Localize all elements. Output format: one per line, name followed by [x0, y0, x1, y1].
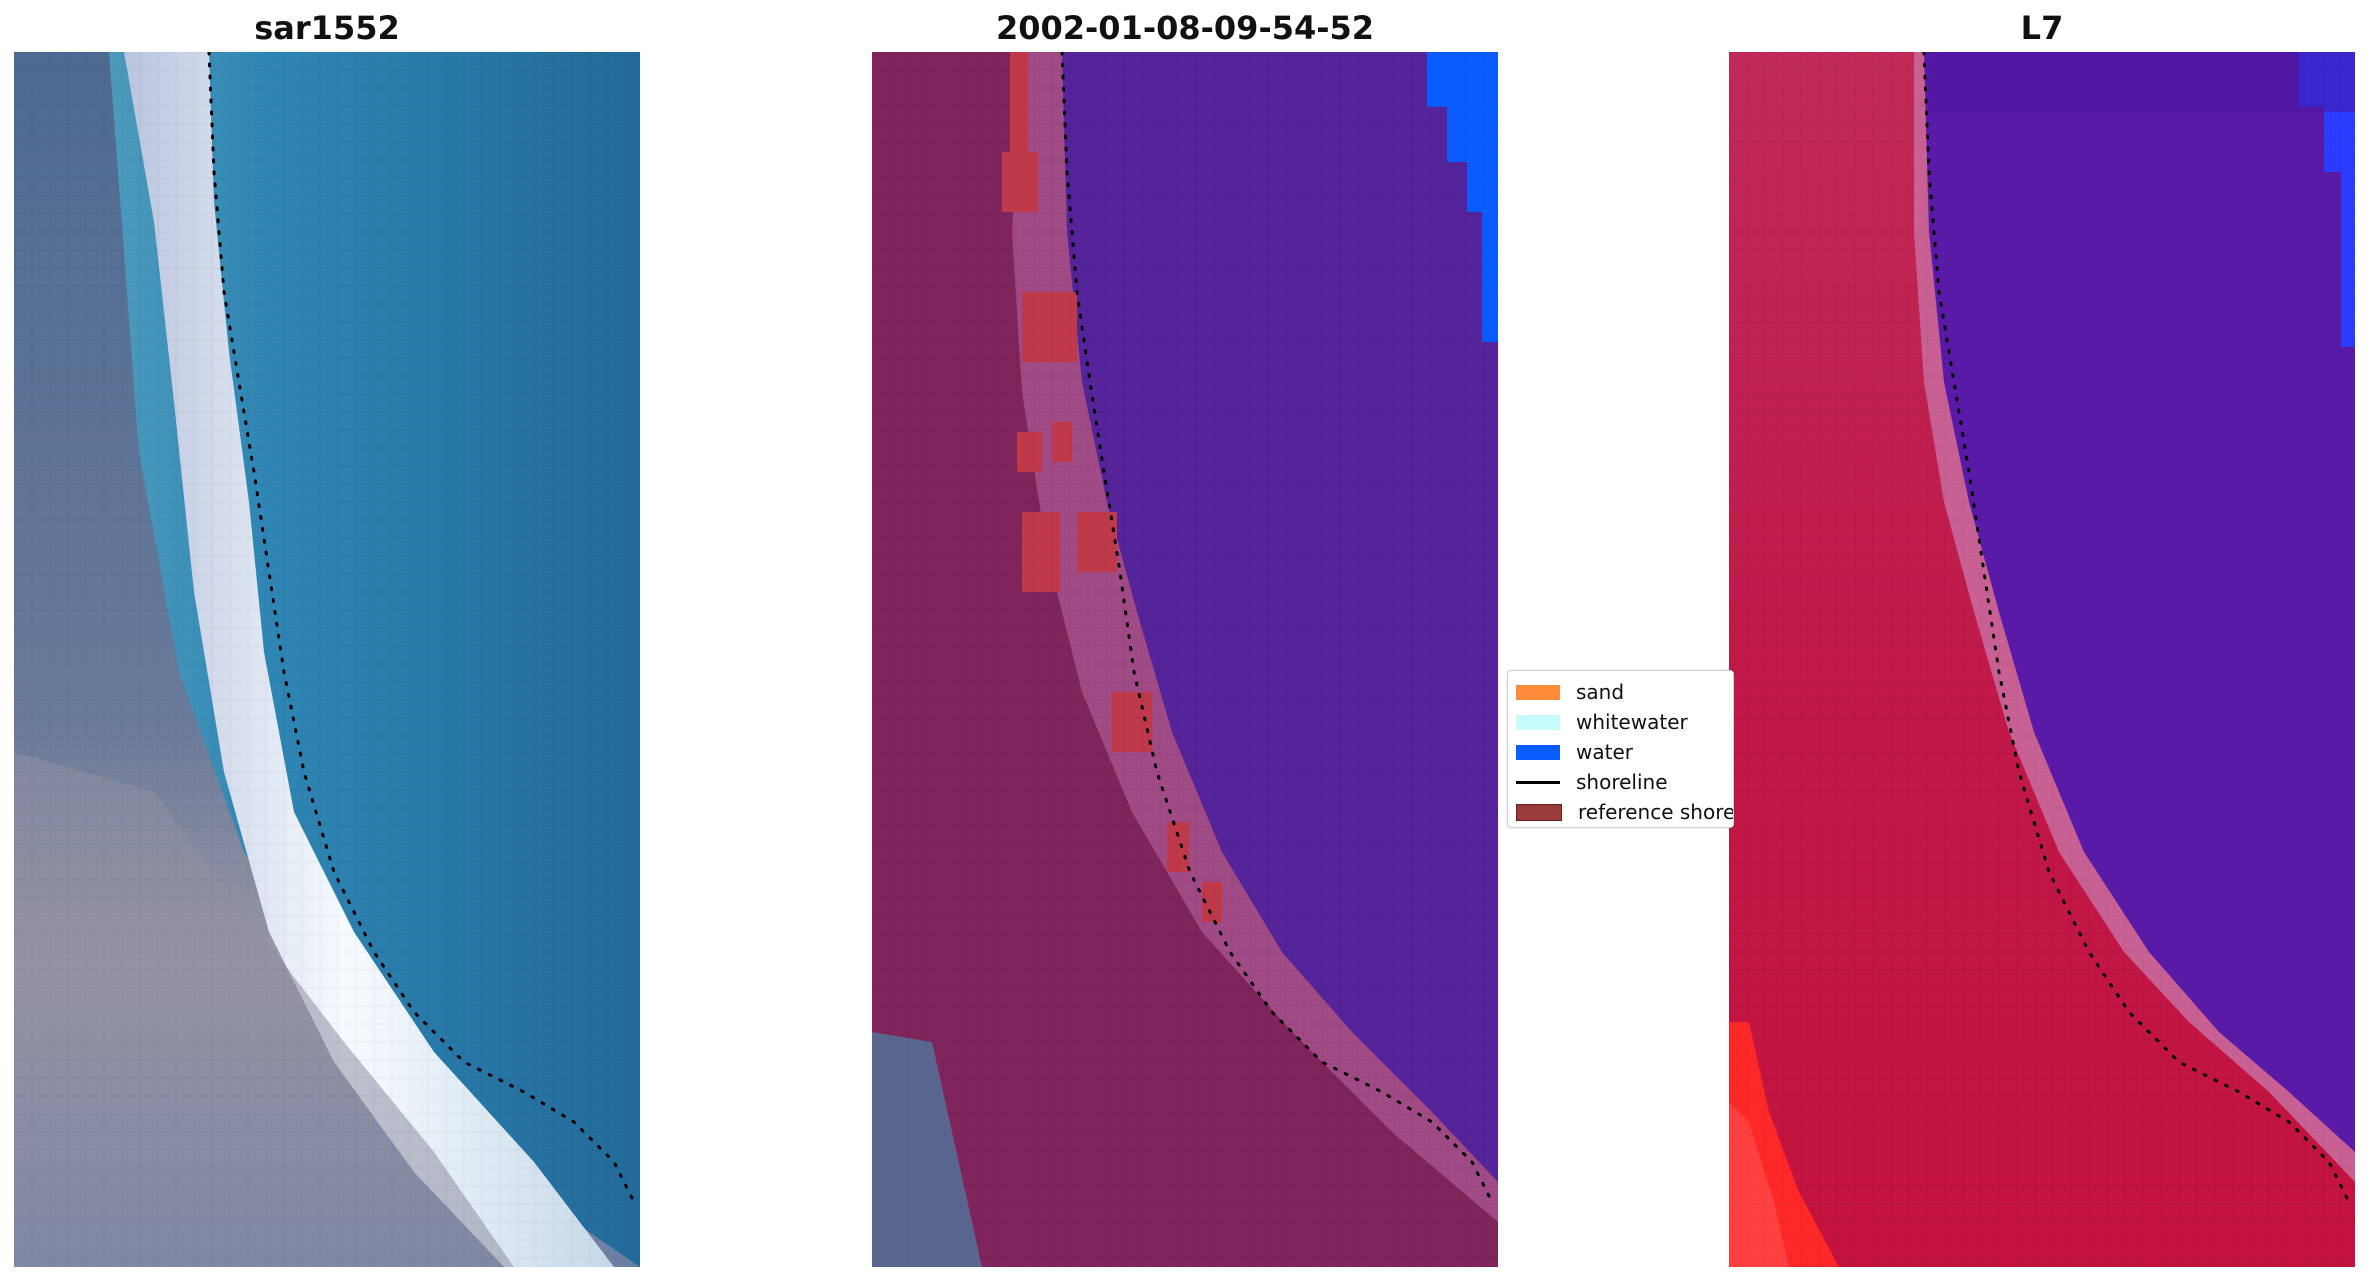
classified-image — [872, 52, 1498, 1267]
shoreline-trace-mndwi — [1922, 52, 2351, 1204]
whitewater-swatch — [1516, 714, 1560, 730]
classified-image-canvas — [872, 52, 1498, 1267]
water-swatch — [1516, 744, 1560, 760]
panel-title-rgb: sar1552 — [254, 9, 400, 47]
shoreline-trace-classified — [1060, 52, 1494, 1204]
legend-label-shoreline: shoreline — [1576, 770, 1668, 794]
mndwi-image — [1729, 52, 2355, 1267]
mndwi-image-canvas — [1729, 52, 2355, 1267]
panel-title-classified: 2002-01-08-09-54-52 — [995, 9, 1375, 47]
legend-item-reference-shoreline: reference shoreline buffer — [1516, 799, 1733, 825]
legend-label-reference-shoreline: reference shoreline buffer — [1578, 800, 1733, 824]
panel-title-mndwi: L7 — [2020, 9, 2064, 47]
rgb-image-canvas — [14, 52, 640, 1267]
rgb-satellite-image — [14, 52, 640, 1267]
legend: sand whitewater water shoreline referenc… — [1507, 670, 1734, 828]
shoreline-trace-rgb — [207, 52, 636, 1204]
legend-item-water: water — [1516, 739, 1733, 765]
legend-item-sand: sand — [1516, 679, 1733, 705]
legend-label-whitewater: whitewater — [1576, 710, 1688, 734]
shoreline-line-icon — [1516, 780, 1560, 784]
legend-item-shoreline: shoreline — [1516, 769, 1733, 795]
legend-label-sand: sand — [1576, 680, 1625, 704]
sand-swatch — [1516, 684, 1560, 700]
legend-item-whitewater: whitewater — [1516, 709, 1733, 735]
reference-shoreline-swatch — [1516, 803, 1562, 821]
legend-label-water: water — [1576, 740, 1633, 764]
